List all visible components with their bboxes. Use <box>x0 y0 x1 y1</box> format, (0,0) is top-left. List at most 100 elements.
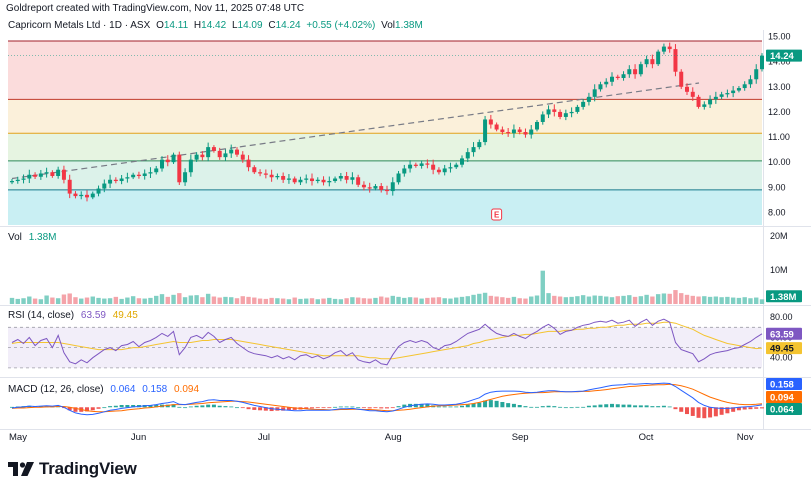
candle <box>217 147 222 160</box>
time-axis-label: Oct <box>639 432 654 443</box>
volume-bar <box>661 293 667 304</box>
candle <box>725 89 730 98</box>
svg-text:63.59: 63.59 <box>770 329 794 340</box>
volume-bar <box>211 296 217 304</box>
volume-bar <box>621 295 626 304</box>
macd-histogram-bar <box>206 404 211 408</box>
candle <box>56 166 61 179</box>
candle <box>136 171 141 179</box>
candle <box>315 177 320 184</box>
macd-histogram-bar <box>615 404 620 408</box>
volume-bar <box>332 298 338 304</box>
macd-histogram-bar <box>569 407 574 409</box>
candle <box>154 165 159 175</box>
volume-bar <box>79 298 84 304</box>
macd-histogram-bar <box>67 407 72 411</box>
macd-histogram-bar <box>240 407 245 409</box>
macd-histogram-bar <box>200 405 205 408</box>
macd-histogram-bar <box>546 405 551 408</box>
macd-histogram-bar <box>321 407 326 409</box>
macd-histogram-bar <box>650 406 655 408</box>
candle <box>165 155 170 167</box>
candle <box>661 43 666 55</box>
tradingview-brand: TradingView <box>39 459 137 478</box>
high-label: H <box>193 20 202 31</box>
candle <box>708 95 713 109</box>
volume-bar <box>673 290 678 304</box>
macd-histogram-bar <box>517 405 522 408</box>
macd-histogram-bar <box>460 405 464 408</box>
candle <box>760 53 764 72</box>
candle <box>650 54 655 69</box>
tradingview-logo-icon <box>8 462 34 476</box>
volume-bar <box>73 297 78 304</box>
rsi-value: 63.59 <box>80 310 106 321</box>
macd-histogram-bar <box>419 403 424 408</box>
volume-bar <box>223 296 228 304</box>
macd-histogram-bar <box>258 407 263 411</box>
macd-histogram-bar <box>229 406 234 408</box>
macd-histogram-bar <box>396 406 401 408</box>
open-value: 14.11 <box>163 20 189 31</box>
macd-histogram-bar <box>211 404 216 408</box>
candle <box>73 191 78 199</box>
volume-bar <box>315 299 320 304</box>
volume-bar <box>454 297 459 304</box>
volume-bar <box>96 297 101 304</box>
macd-signal-line <box>11 383 763 413</box>
volume-bar <box>465 296 470 304</box>
macd-histogram-bar <box>442 406 447 408</box>
symbol-name[interactable]: Capricorn Metals Ltd · 1D · ASX <box>8 20 151 31</box>
candle <box>102 179 107 193</box>
macd-histogram-bar <box>471 403 476 408</box>
volume-bar <box>638 296 644 304</box>
volume-bar <box>748 298 753 304</box>
time-axis-label: Jun <box>131 432 146 443</box>
candle <box>177 151 182 185</box>
volume-bar <box>327 297 332 304</box>
candle <box>511 124 516 138</box>
macd-histogram-bar <box>281 407 286 411</box>
tradingview-logo[interactable]: TradingView <box>8 459 137 479</box>
candle <box>310 173 314 186</box>
macd-histogram-bar <box>373 407 378 409</box>
change-value: +0.55 (+4.02%) <box>306 20 376 31</box>
volume-bar <box>534 295 540 304</box>
candle <box>638 61 643 77</box>
close-value: 14.24 <box>275 20 301 31</box>
earnings-marker: E <box>491 208 503 221</box>
volume-bar <box>430 297 436 304</box>
macd-histogram-bar <box>425 404 430 408</box>
macd-histogram-bar <box>188 406 193 408</box>
volume-bar <box>217 297 222 304</box>
volume-bar <box>500 297 505 304</box>
price-tick-label: 9.00 <box>768 182 786 192</box>
macd-histogram-bar <box>171 404 176 408</box>
macd-histogram-bar <box>344 406 349 408</box>
volume-bar <box>546 293 551 304</box>
macd-histogram-bar <box>477 402 482 408</box>
candle <box>21 174 26 184</box>
volume-bar <box>50 297 55 304</box>
macd-histogram-bar <box>742 407 747 410</box>
volume-bar <box>592 295 597 304</box>
macd-histogram-bar <box>500 401 505 408</box>
macd-histogram-bar <box>483 400 488 408</box>
candle <box>235 147 239 157</box>
candle <box>286 173 291 184</box>
volume-bar <box>627 295 632 304</box>
volume-bar <box>407 297 413 304</box>
volume-bar <box>205 293 211 304</box>
macd-histogram-bar <box>708 407 713 418</box>
macd-histogram-bar <box>131 405 136 408</box>
candle <box>656 49 661 66</box>
candle <box>494 122 499 132</box>
volume-bar <box>684 294 690 304</box>
candle <box>396 170 401 185</box>
macd-histogram-bar <box>713 407 718 417</box>
macd-histogram-bar <box>379 407 384 409</box>
candle <box>38 169 43 180</box>
candle <box>183 168 188 186</box>
time-axis-label: Sep <box>512 432 529 443</box>
